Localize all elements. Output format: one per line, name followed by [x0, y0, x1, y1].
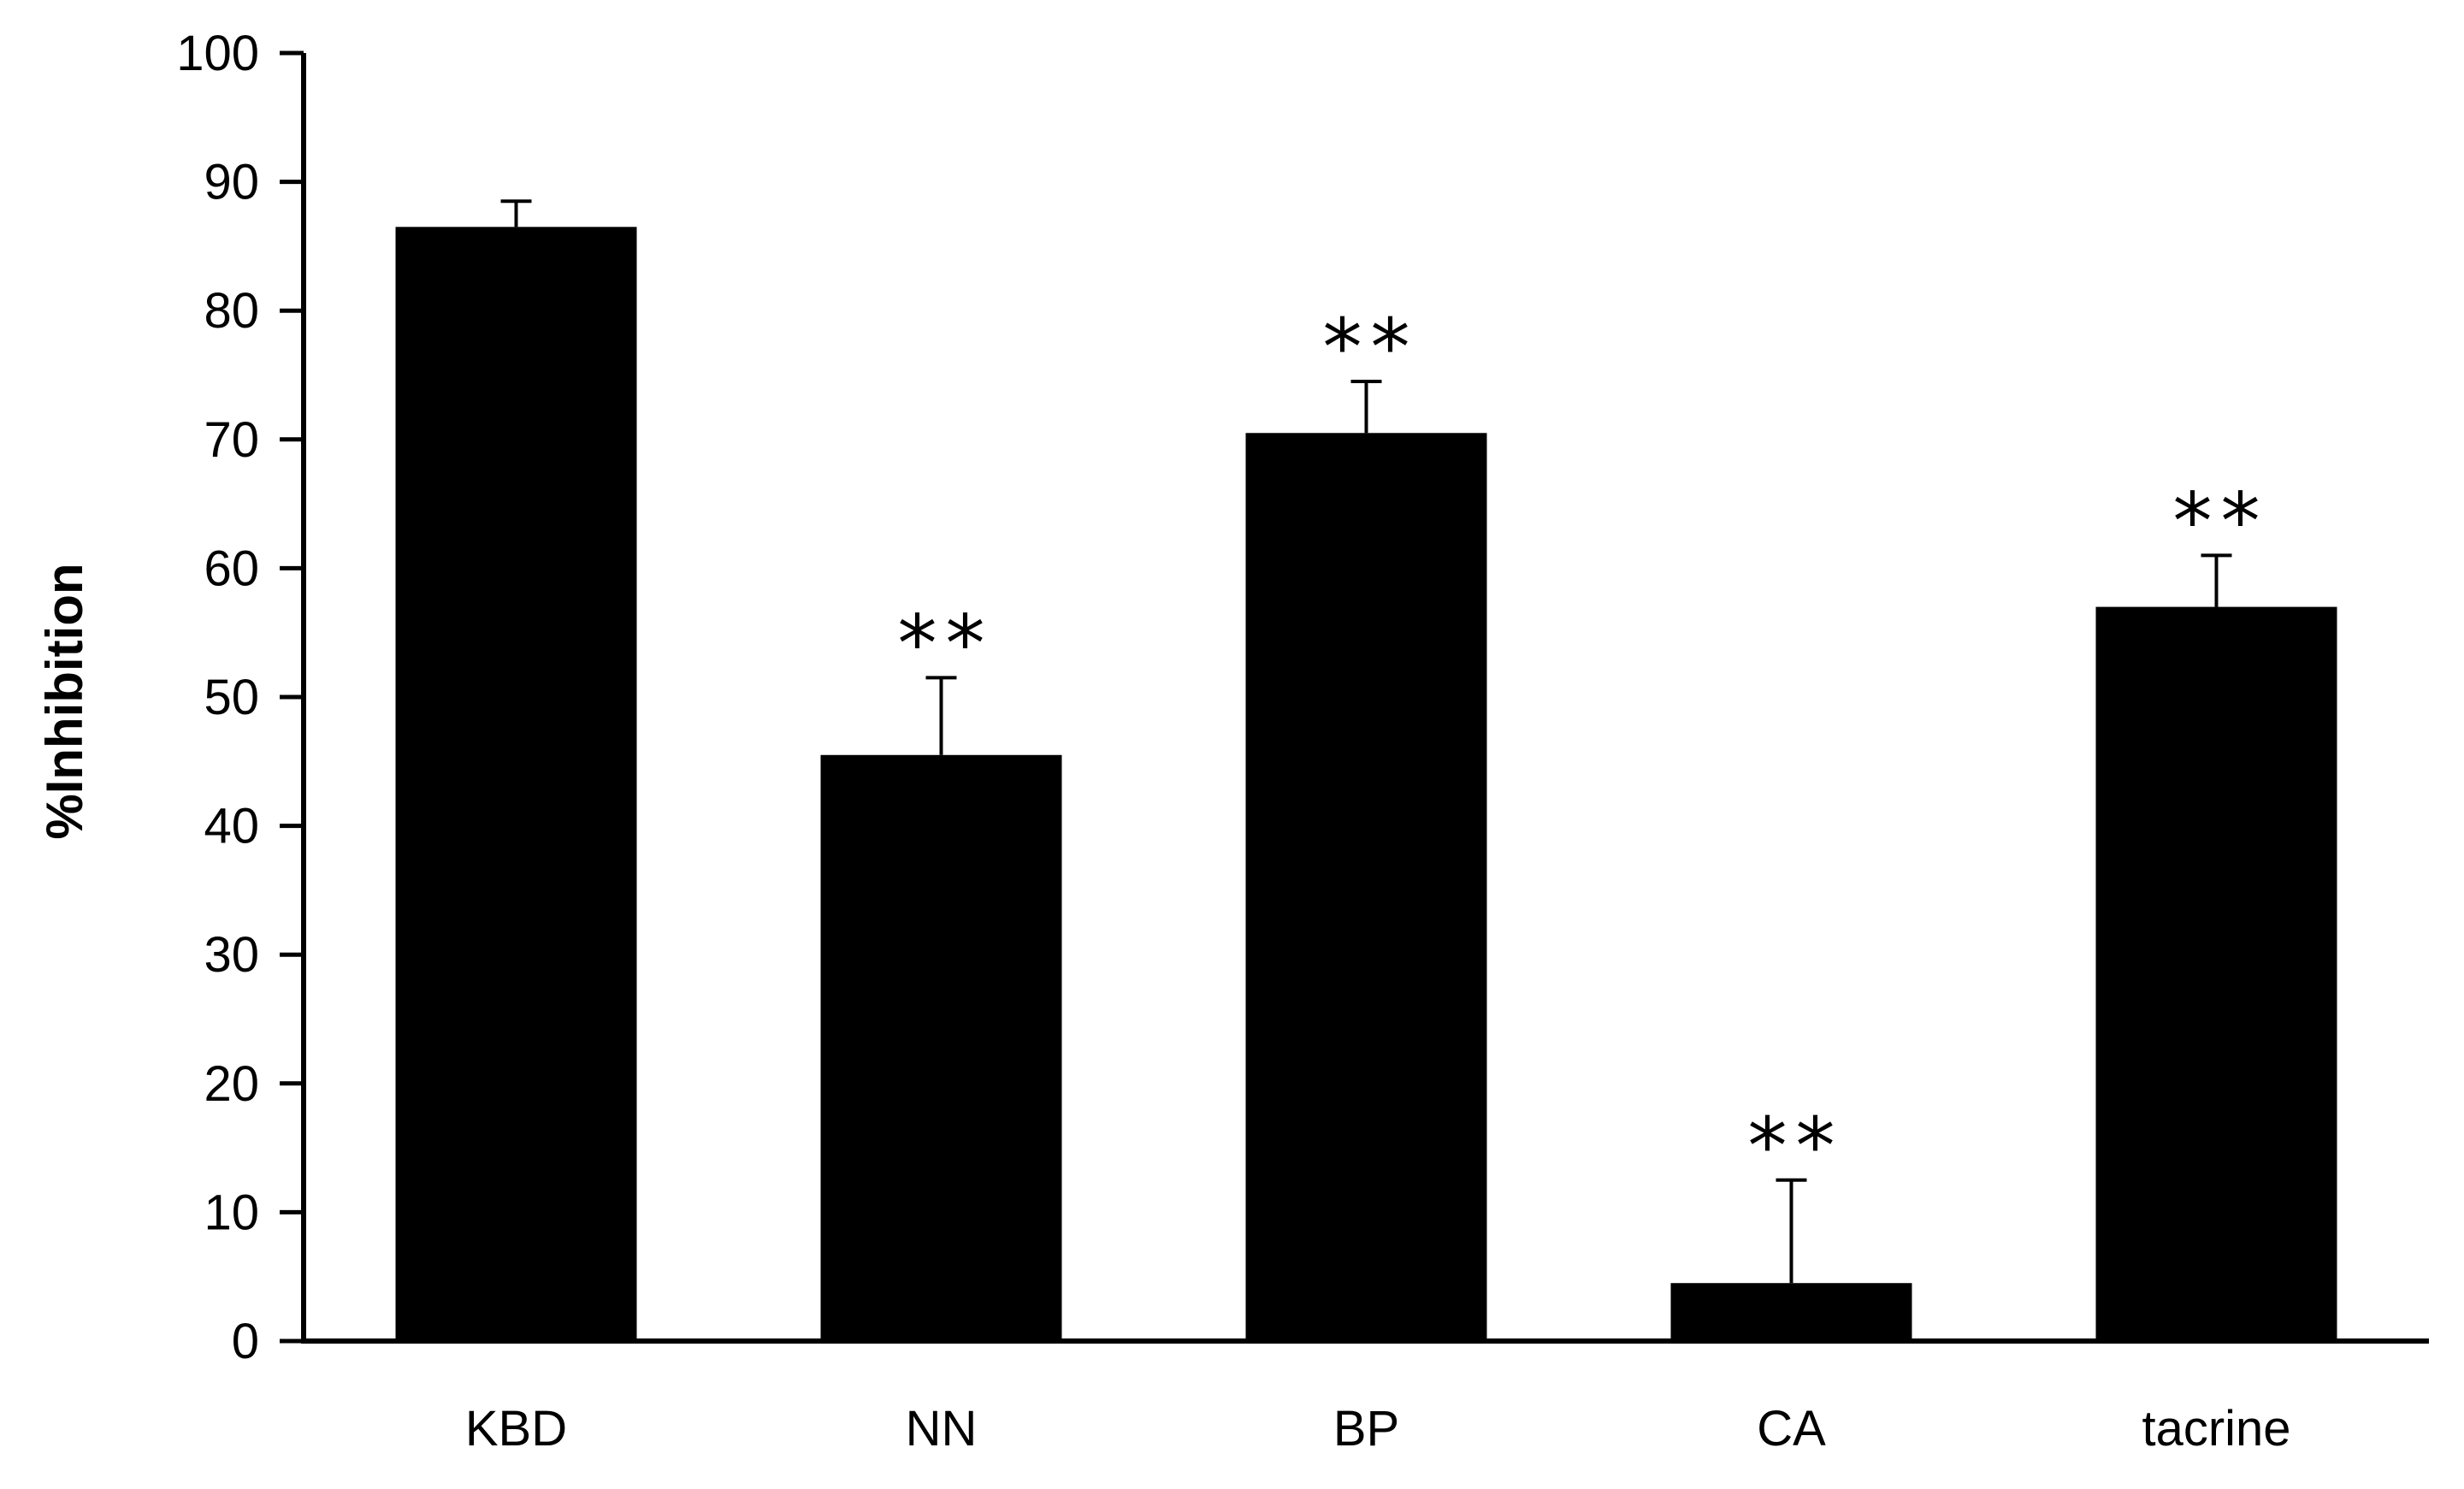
bar-bp — [1245, 433, 1487, 1341]
significance-nn: ** — [898, 598, 994, 689]
y-tick-label: 100 — [176, 26, 259, 81]
y-axis-ticks: 0 10 20 30 40 50 60 70 80 90 100 — [176, 26, 304, 1369]
category-label-nn: NN — [906, 1401, 978, 1457]
bar-tacrine — [2095, 606, 2337, 1341]
significance-tacrine: ** — [2173, 476, 2269, 567]
y-tick-label: 50 — [204, 670, 259, 725]
y-tick-label: 20 — [204, 1056, 259, 1112]
y-axis-title: %Inhibition — [36, 563, 93, 839]
y-tick-label: 30 — [204, 927, 259, 983]
y-tick-label: 70 — [204, 412, 259, 468]
significance-bp: ** — [1323, 302, 1419, 393]
y-tick-label: 40 — [204, 799, 259, 854]
error-bars — [500, 199, 2232, 1284]
category-label-kbd: KBD — [465, 1401, 567, 1457]
category-label-tacrine: tacrine — [2142, 1401, 2290, 1457]
x-axis-categories: KBD NN BP CA tacrine — [465, 1401, 2291, 1457]
category-label-bp: BP — [1333, 1401, 1399, 1457]
bar-kbd — [395, 227, 637, 1341]
y-tick-label: 10 — [204, 1185, 259, 1240]
bar-nn — [820, 754, 1062, 1341]
significance-markers: ** ** ** ** — [898, 302, 2269, 1192]
bar-ca — [1670, 1283, 1912, 1341]
significance-ca: ** — [1748, 1101, 1844, 1192]
y-tick-label: 90 — [204, 155, 259, 210]
y-tick-label: 60 — [204, 541, 259, 596]
y-tick-label: 0 — [232, 1314, 259, 1369]
y-tick-label: 80 — [204, 283, 259, 339]
bars — [395, 227, 2337, 1341]
category-label-ca: CA — [1757, 1401, 1826, 1457]
